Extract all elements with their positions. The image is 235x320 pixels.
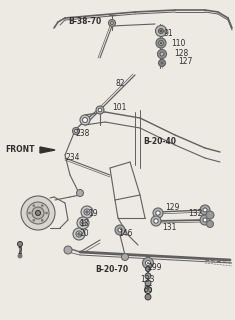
Circle shape <box>32 219 35 222</box>
Circle shape <box>82 222 84 224</box>
Circle shape <box>158 60 165 67</box>
Circle shape <box>73 228 85 240</box>
Text: 234: 234 <box>65 154 79 163</box>
Circle shape <box>145 267 150 271</box>
Circle shape <box>84 209 90 215</box>
Circle shape <box>32 207 44 219</box>
Circle shape <box>206 211 214 219</box>
Text: 19: 19 <box>88 210 98 219</box>
Circle shape <box>203 208 207 212</box>
Circle shape <box>207 220 214 228</box>
Circle shape <box>145 273 151 279</box>
Circle shape <box>64 246 72 254</box>
Circle shape <box>147 262 149 264</box>
Text: 20: 20 <box>79 229 89 238</box>
Circle shape <box>160 52 164 56</box>
Circle shape <box>145 294 151 300</box>
Text: 133: 133 <box>140 275 154 284</box>
Text: 110: 110 <box>171 38 185 47</box>
Text: 127: 127 <box>178 58 192 67</box>
Circle shape <box>80 115 90 125</box>
Circle shape <box>156 26 167 36</box>
Circle shape <box>156 211 160 215</box>
Circle shape <box>17 253 23 259</box>
Circle shape <box>17 242 23 246</box>
Circle shape <box>153 208 163 218</box>
Circle shape <box>118 228 122 232</box>
Circle shape <box>160 42 162 44</box>
Circle shape <box>27 202 49 224</box>
Text: 129: 129 <box>165 204 179 212</box>
Text: 91: 91 <box>163 28 173 37</box>
Text: 132: 132 <box>188 209 202 218</box>
Circle shape <box>21 196 55 230</box>
Circle shape <box>203 218 207 222</box>
Circle shape <box>161 61 164 65</box>
Circle shape <box>158 28 164 34</box>
Circle shape <box>45 212 48 214</box>
Circle shape <box>145 280 151 286</box>
Circle shape <box>80 220 86 226</box>
Circle shape <box>158 41 164 45</box>
Text: 82: 82 <box>116 78 125 87</box>
Circle shape <box>157 50 167 59</box>
Circle shape <box>73 127 79 134</box>
Circle shape <box>154 219 158 223</box>
Circle shape <box>32 204 35 207</box>
Circle shape <box>76 231 82 237</box>
Circle shape <box>115 225 125 235</box>
Text: 101: 101 <box>112 103 126 113</box>
Circle shape <box>86 211 88 213</box>
Text: 238: 238 <box>76 129 90 138</box>
Circle shape <box>151 216 161 226</box>
Circle shape <box>98 108 102 112</box>
Circle shape <box>156 38 166 48</box>
Text: 299: 299 <box>147 263 161 273</box>
Circle shape <box>28 212 31 214</box>
Circle shape <box>96 106 104 114</box>
Text: 13: 13 <box>79 220 89 228</box>
Text: B-20-70: B-20-70 <box>95 266 128 275</box>
Circle shape <box>82 117 87 123</box>
Circle shape <box>41 204 43 207</box>
Circle shape <box>160 30 162 32</box>
Text: B-20-40: B-20-40 <box>143 138 176 147</box>
Circle shape <box>77 189 83 196</box>
Text: B-38-70: B-38-70 <box>68 18 101 27</box>
Circle shape <box>110 21 114 25</box>
Text: FRONT: FRONT <box>5 146 35 155</box>
Text: 128: 128 <box>174 49 188 58</box>
Polygon shape <box>40 147 55 153</box>
Circle shape <box>35 211 40 215</box>
Circle shape <box>81 206 93 218</box>
Circle shape <box>200 215 210 225</box>
Circle shape <box>41 219 43 222</box>
Circle shape <box>121 253 129 260</box>
Circle shape <box>145 286 152 293</box>
Text: 2: 2 <box>17 247 22 257</box>
Circle shape <box>74 130 78 132</box>
Text: 146: 146 <box>118 228 133 237</box>
Circle shape <box>77 217 89 229</box>
Circle shape <box>145 260 150 266</box>
Circle shape <box>109 20 115 27</box>
Circle shape <box>142 258 153 268</box>
Text: 131: 131 <box>162 222 176 231</box>
Circle shape <box>78 233 80 235</box>
Circle shape <box>200 205 210 215</box>
Text: 86: 86 <box>143 285 153 294</box>
